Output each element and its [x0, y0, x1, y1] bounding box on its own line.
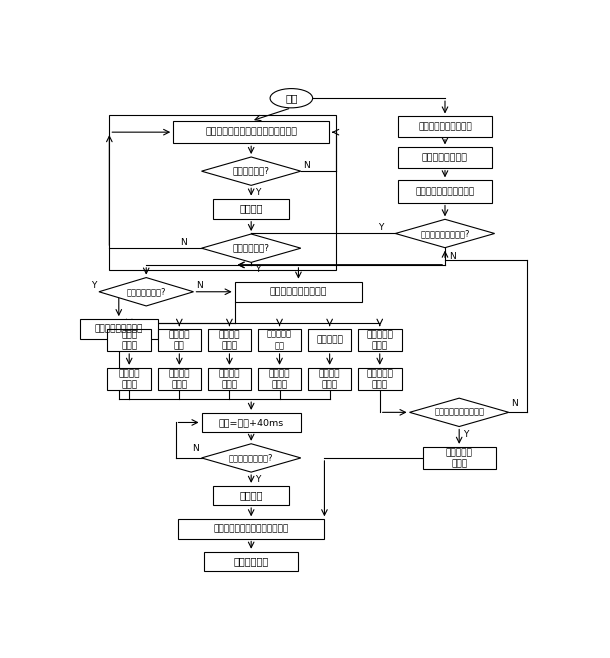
- Text: 开始: 开始: [285, 93, 298, 103]
- Bar: [398, 180, 492, 203]
- Bar: [107, 329, 151, 351]
- Bar: [258, 329, 301, 351]
- Bar: [398, 147, 492, 168]
- Bar: [308, 368, 351, 390]
- Text: 优选非预设
引导源: 优选非预设 引导源: [446, 448, 473, 468]
- Ellipse shape: [270, 89, 312, 108]
- Text: N: N: [303, 161, 310, 170]
- Bar: [308, 329, 351, 351]
- Text: 更新引导源和被引设备集: 更新引导源和被引设备集: [415, 187, 475, 196]
- Text: 找到非预设有效引导源: 找到非预设有效引导源: [434, 408, 484, 417]
- Text: N: N: [192, 444, 199, 453]
- Text: N: N: [511, 399, 518, 408]
- Bar: [107, 368, 151, 390]
- Text: N: N: [196, 281, 203, 290]
- Polygon shape: [201, 443, 301, 472]
- Polygon shape: [201, 157, 301, 186]
- Text: N: N: [449, 252, 456, 261]
- Text: 人工实时指定引导源?: 人工实时指定引导源?: [420, 229, 470, 238]
- Text: Y: Y: [463, 430, 468, 439]
- Bar: [358, 368, 401, 390]
- Bar: [109, 115, 336, 270]
- Text: Y: Y: [92, 281, 96, 290]
- Text: 启动接收线程进入准备接收数据状态: 启动接收线程进入准备接收数据状态: [205, 128, 297, 137]
- Bar: [398, 116, 492, 137]
- Bar: [157, 368, 201, 390]
- Text: 航迹平滑: 航迹平滑: [239, 204, 263, 214]
- Polygon shape: [409, 398, 509, 426]
- Bar: [178, 519, 325, 538]
- Bar: [201, 413, 301, 432]
- Bar: [204, 551, 298, 571]
- Bar: [258, 368, 301, 390]
- Text: 数据接收完整?: 数据接收完整?: [232, 243, 270, 253]
- Polygon shape: [99, 278, 193, 306]
- Text: Y: Y: [378, 223, 384, 232]
- Text: 接收数据有效?: 接收数据有效?: [232, 166, 270, 176]
- Text: 时戳=时戳+40ms: 时戳=时戳+40ms: [218, 418, 284, 427]
- Bar: [207, 329, 251, 351]
- Polygon shape: [395, 219, 495, 247]
- Bar: [157, 329, 201, 351]
- Text: 预设引导源有效性判断: 预设引导源有效性判断: [270, 288, 327, 296]
- Text: 实时动态加权融合处理: 实时动态加权融合处理: [418, 122, 472, 131]
- Bar: [214, 486, 289, 505]
- Bar: [235, 282, 362, 302]
- Text: 轨道外推: 轨道外推: [239, 490, 263, 501]
- Text: Y: Y: [255, 188, 260, 197]
- Text: 利用人工指定引导源: 利用人工指定引导源: [95, 325, 143, 334]
- Text: 利用该段
引导源: 利用该段 引导源: [118, 369, 140, 389]
- Text: 指定引导源有效?: 指定引导源有效?: [126, 288, 166, 296]
- Text: Y: Y: [255, 265, 260, 274]
- Text: 中、末两
段有效: 中、末两 段有效: [218, 330, 240, 350]
- Bar: [207, 368, 251, 390]
- Text: 三段均有效: 三段均有效: [316, 336, 343, 344]
- Polygon shape: [201, 234, 301, 263]
- Text: 利用末段
引导源: 利用末段 引导源: [269, 369, 290, 389]
- Text: 利用中段
引导源: 利用中段 引导源: [168, 369, 190, 389]
- Text: 首、中段
有效: 首、中段 有效: [168, 330, 190, 350]
- Text: Y: Y: [255, 475, 260, 484]
- Text: 预设引导源
均无效: 预设引导源 均无效: [367, 330, 393, 350]
- Bar: [214, 199, 289, 219]
- Bar: [173, 121, 329, 143]
- Bar: [80, 319, 158, 340]
- Text: N: N: [181, 238, 187, 247]
- Text: 仅首末两段
有效: 仅首末两段 有效: [267, 330, 292, 350]
- Text: 启动数据引导程序: 启动数据引导程序: [422, 153, 468, 162]
- Text: 利用末段
引导源: 利用末段 引导源: [218, 369, 240, 389]
- Text: 接收队列清空: 接收队列清空: [234, 556, 269, 567]
- Bar: [358, 329, 401, 351]
- Text: 仅有一
段有效: 仅有一 段有效: [121, 330, 137, 350]
- Text: 利用中段
引导源: 利用中段 引导源: [319, 369, 340, 389]
- Text: 启动通信组播发送线程发送数据: 启动通信组播发送线程发送数据: [214, 524, 289, 534]
- Text: 时戳早于当前时刻?: 时戳早于当前时刻?: [229, 453, 273, 463]
- Text: 搜索非预设
引导源: 搜索非预设 引导源: [367, 369, 393, 389]
- Bar: [423, 447, 496, 469]
